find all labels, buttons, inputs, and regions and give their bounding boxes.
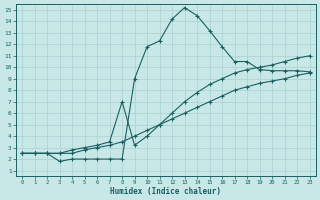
X-axis label: Humidex (Indice chaleur): Humidex (Indice chaleur) bbox=[110, 187, 221, 196]
